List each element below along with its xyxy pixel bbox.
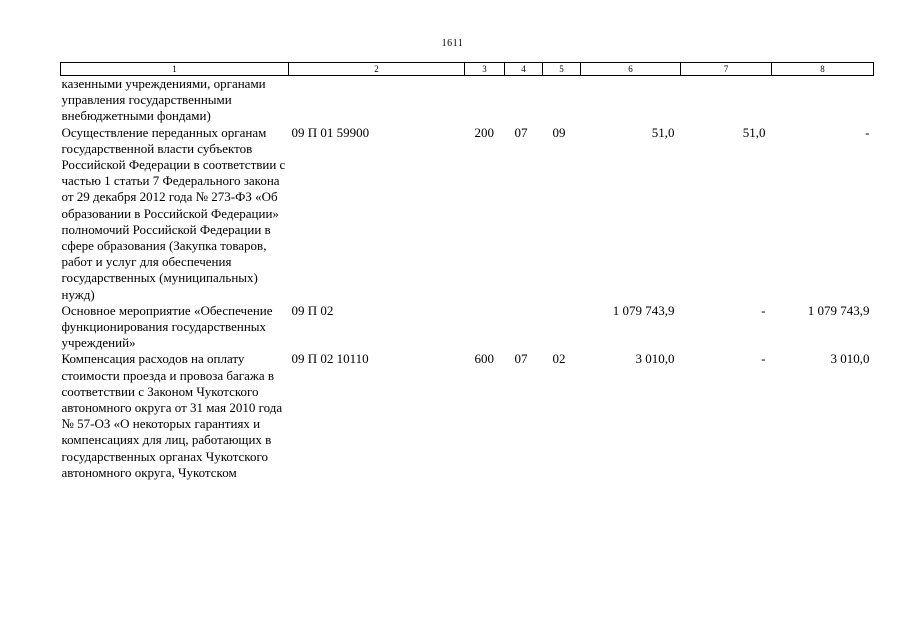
row-vr: 600	[474, 351, 495, 367]
row-code	[289, 76, 465, 125]
table-row: Основное мероприятие «Обеспечение функци…	[61, 303, 874, 352]
row-rz: 07	[514, 124, 528, 140]
row-col7	[681, 76, 772, 125]
header-col-7: 7	[680, 62, 772, 76]
row-col8: 1 079 743,9	[807, 302, 870, 318]
row-col6: 3 010,0	[635, 351, 675, 367]
header-col-1: 1	[60, 62, 289, 76]
row-code: 09 П 01 59900	[291, 124, 370, 140]
table-row: Компенсация расходов на оплату стоимости…	[61, 351, 874, 481]
page-number: 1611	[441, 38, 464, 49]
row-vr	[465, 76, 505, 125]
row-code: 09 П 02 10110	[291, 351, 369, 367]
row-pr: 02	[552, 351, 566, 367]
table-row: Осуществление переданных органам государ…	[61, 125, 874, 303]
row-col8: -	[865, 124, 870, 140]
header-col-3: 3	[464, 62, 505, 76]
row-pr	[543, 303, 581, 352]
row-rz	[505, 76, 543, 125]
row-name: Компенсация расходов на оплату стоимости…	[61, 351, 283, 480]
header-col-6: 6	[580, 62, 681, 76]
header-col-4: 4	[504, 62, 543, 76]
row-col6	[581, 76, 681, 125]
row-pr	[543, 76, 581, 125]
header-col-2: 2	[288, 62, 465, 76]
row-vr	[465, 303, 505, 352]
table-row: казенными учреждениями, органами управле…	[61, 76, 874, 125]
row-rz: 07	[514, 351, 528, 367]
header-col-5: 5	[542, 62, 581, 76]
row-col8	[772, 76, 874, 125]
row-col7: -	[761, 351, 766, 367]
row-col7: 51,0	[742, 124, 766, 140]
header-row: 1 2 3 4 5 6 7 8	[60, 62, 874, 76]
row-name: Основное мероприятие «Обеспечение функци…	[61, 302, 273, 351]
row-col6: 1 079 743,9	[612, 302, 675, 318]
header-col-8: 8	[771, 62, 874, 76]
row-rz	[505, 303, 543, 352]
budget-table: 1 2 3 4 5 6 7 8 казенными учреждениями, …	[60, 62, 874, 481]
row-col6: 51,0	[651, 124, 675, 140]
row-vr: 200	[474, 124, 495, 140]
row-name: казенными учреждениями, органами управле…	[61, 76, 266, 124]
row-name: Осуществление переданных органам государ…	[61, 124, 286, 302]
row-pr: 09	[552, 124, 566, 140]
row-col8: 3 010,0	[830, 351, 870, 367]
row-col7: -	[761, 302, 766, 318]
row-code: 09 П 02	[291, 302, 334, 318]
